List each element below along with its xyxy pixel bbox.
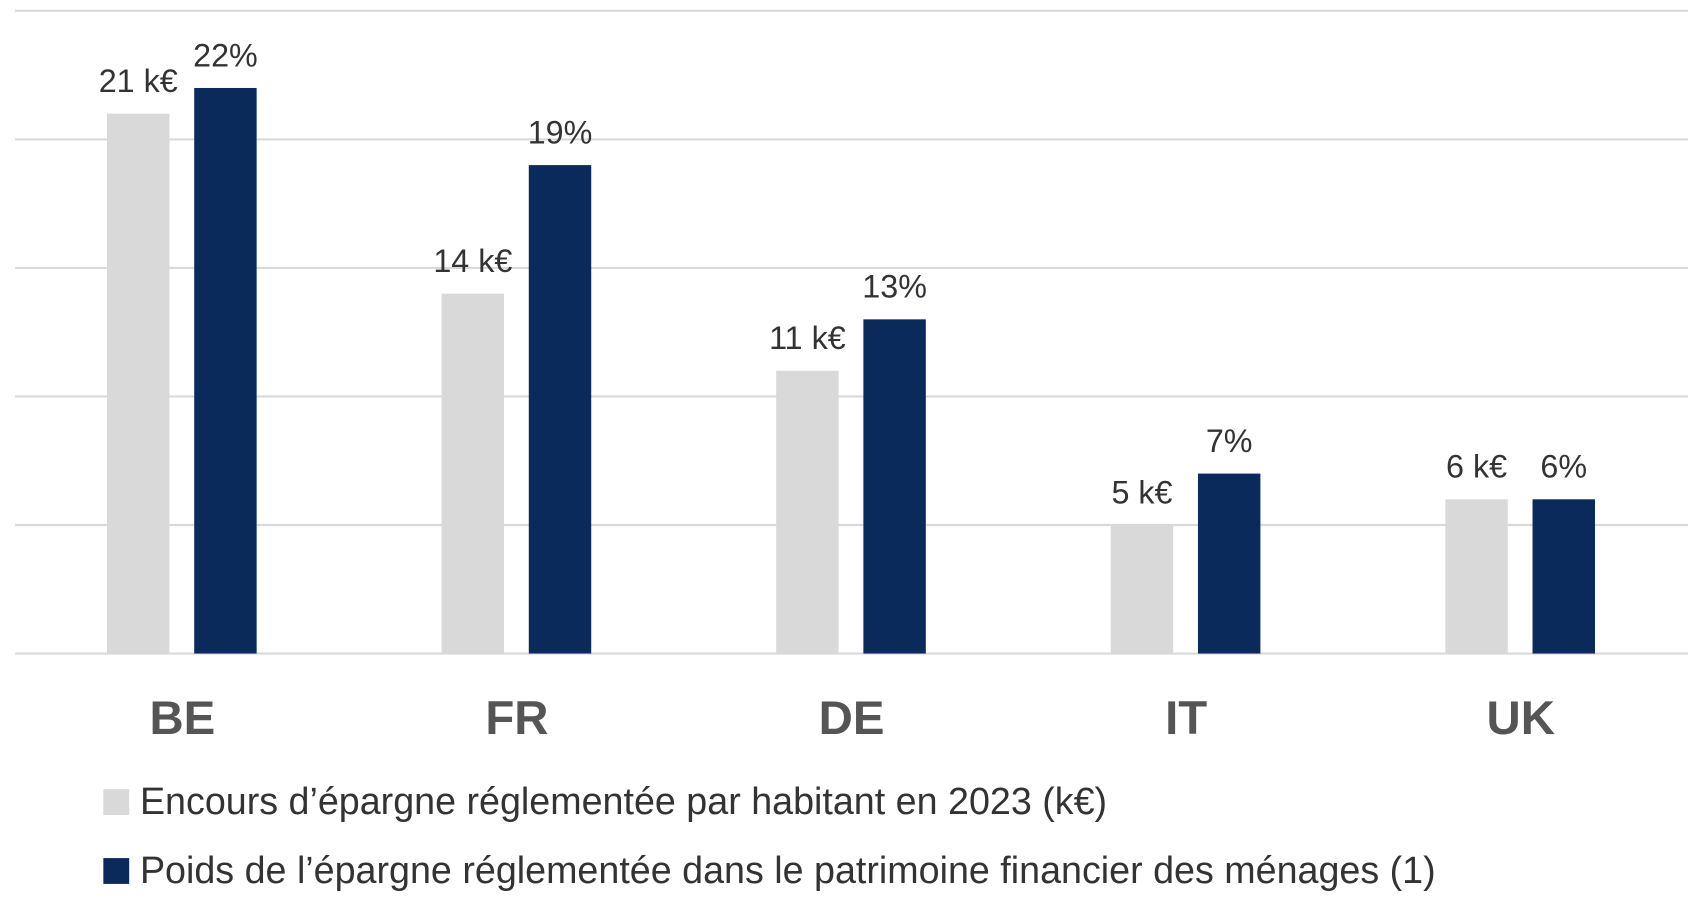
data-label: 6 k€ bbox=[1446, 449, 1507, 485]
data-label: 6% bbox=[1540, 449, 1587, 485]
bar bbox=[441, 293, 505, 654]
data-label: 5 k€ bbox=[1111, 474, 1172, 510]
legend-swatch bbox=[103, 858, 130, 884]
bar bbox=[1110, 525, 1174, 654]
data-label: 21 k€ bbox=[99, 63, 178, 99]
bar bbox=[528, 165, 592, 654]
data-label: 19% bbox=[528, 114, 593, 150]
bar bbox=[1532, 499, 1595, 654]
data-label: 14 k€ bbox=[433, 243, 512, 279]
data-label: 11 k€ bbox=[769, 320, 846, 356]
legend-label: Poids de l’épargne réglementée dans le p… bbox=[140, 849, 1436, 891]
legend-swatch bbox=[103, 789, 130, 816]
bar bbox=[1197, 473, 1261, 654]
bar bbox=[1445, 499, 1508, 654]
data-label: 22% bbox=[193, 37, 258, 73]
bar bbox=[776, 370, 839, 654]
x-tick-label: BE bbox=[149, 692, 215, 745]
data-label: 7% bbox=[1206, 423, 1253, 459]
data-label: 13% bbox=[862, 269, 927, 305]
x-tick-label: FR bbox=[485, 692, 548, 745]
legend-label: Encours d’épargne réglementée par habita… bbox=[140, 780, 1107, 822]
x-tick-label: IT bbox=[1165, 692, 1207, 745]
x-tick-label: DE bbox=[819, 692, 885, 745]
bar bbox=[194, 87, 257, 654]
bar bbox=[863, 319, 926, 654]
x-tick-label: UK bbox=[1487, 692, 1555, 745]
bar bbox=[107, 113, 170, 654]
